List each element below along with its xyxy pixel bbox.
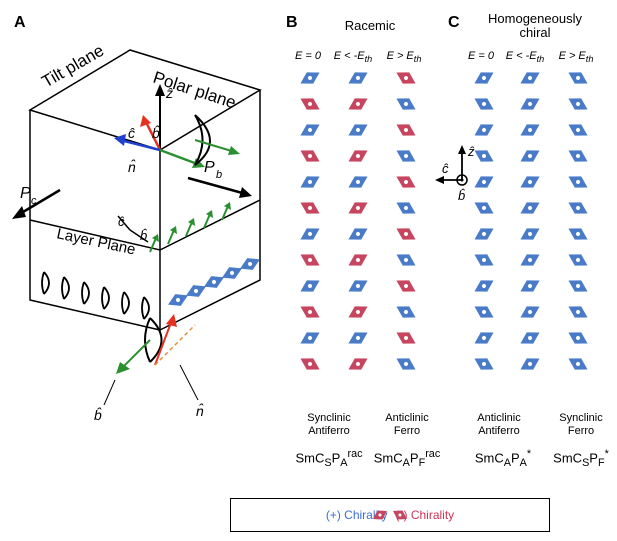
state-label: SynclinicFerro [544, 412, 617, 438]
state-label: SynclinicAntiferro [292, 412, 366, 438]
legend-box: (+) Chirality (-) Chirality [230, 498, 550, 532]
molecule-columns [0, 0, 617, 410]
phase-label: SmCAPFrac [366, 448, 448, 469]
state-label: AnticlinicAntiferro [462, 412, 536, 438]
state-label: AnticlinicFerro [370, 412, 444, 438]
phase-label: SmCSPF* [540, 448, 617, 469]
phase-label: SmCSPArac [288, 448, 370, 469]
legend-neg-icon [370, 503, 410, 527]
phase-label: SmCAPA* [462, 448, 544, 469]
